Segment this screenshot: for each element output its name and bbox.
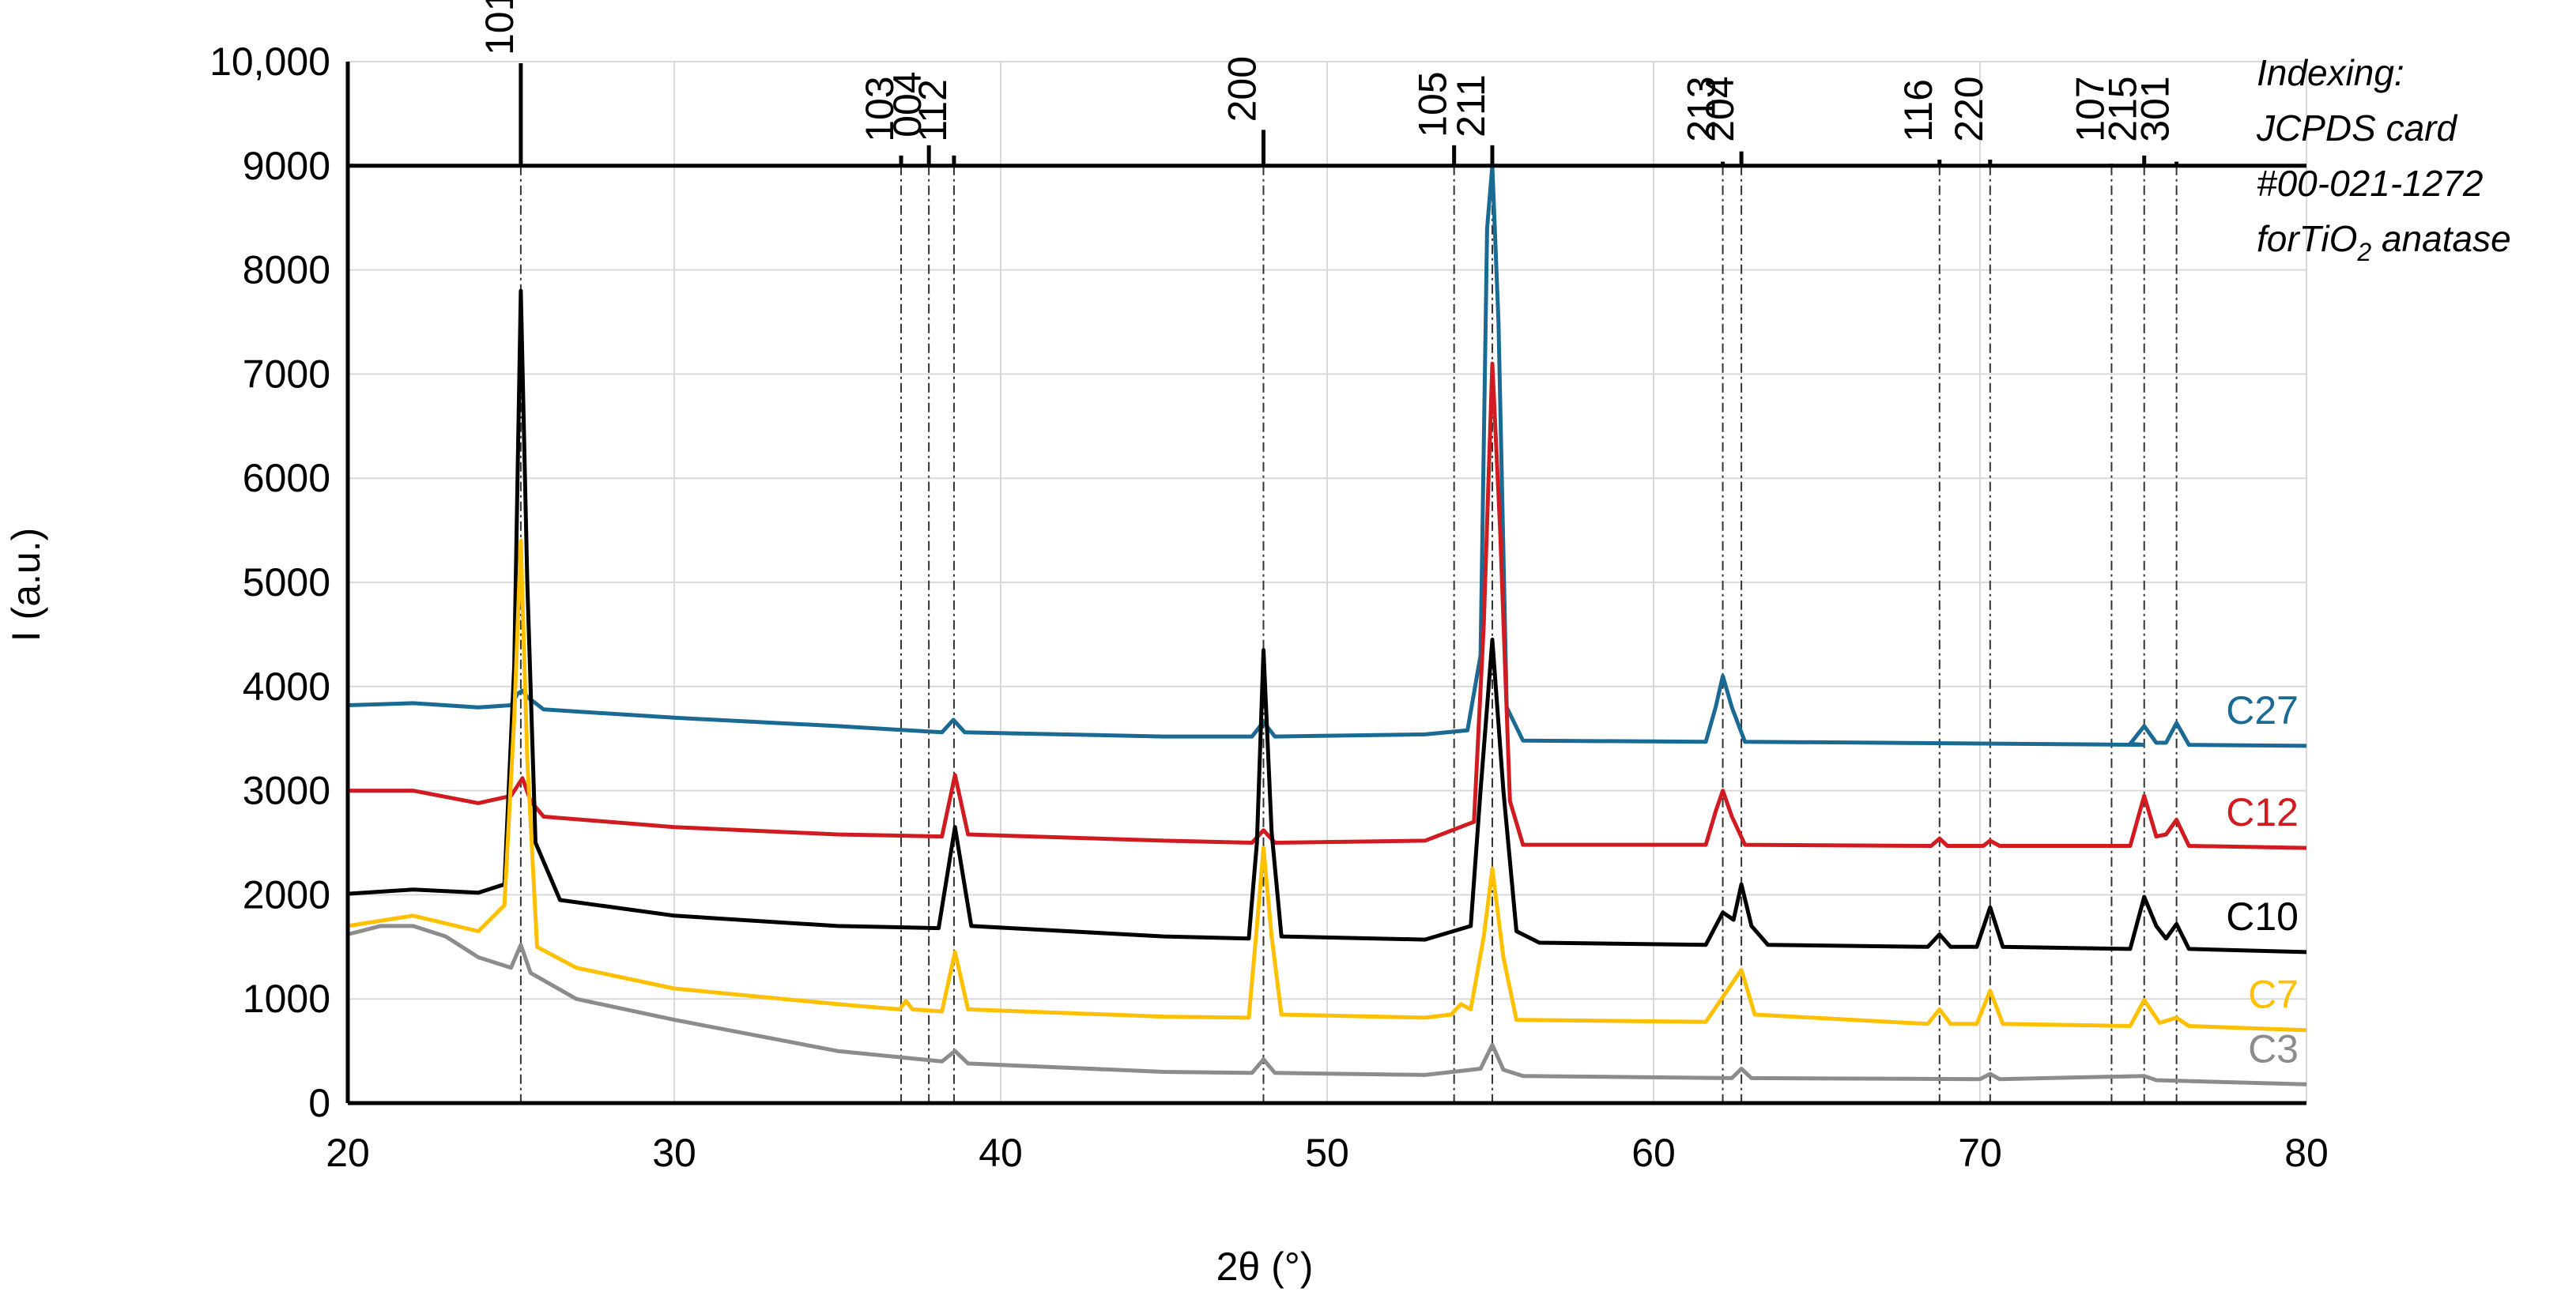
series-label-C27: C27 [2226, 688, 2299, 732]
annotation-line-1: Indexing: [2257, 52, 2404, 93]
y-tick-label-10000: 10,000 [209, 40, 330, 84]
y-tick-label-5000: 5000 [243, 560, 330, 604]
x-tick-label-60: 60 [1631, 1131, 1676, 1175]
x-axis-ticks: 20 30 40 50 60 70 80 [326, 1131, 2329, 1175]
reference-label-211: 211 [1449, 74, 1493, 137]
annotation-line-4-prefix: forTiO [2257, 218, 2357, 259]
y-tick-label-0: 0 [308, 1081, 330, 1125]
reference-label-220: 220 [1947, 76, 1991, 141]
series-label-C7: C7 [2248, 973, 2299, 1017]
x-tick-label-50: 50 [1305, 1131, 1349, 1175]
reference-label-200: 200 [1220, 56, 1264, 122]
annotation-line-4-sub: 2 [2356, 238, 2371, 266]
series-label-C10: C10 [2226, 894, 2299, 939]
reference-label-213: 213 [1680, 76, 1724, 141]
y-axis-title: I (a.u.) [4, 528, 48, 642]
indexing-annotation: Indexing: JCPDS card #00-021-1272 forTiO… [2256, 52, 2511, 266]
series-layer [347, 164, 2307, 1086]
y-tick-label-3000: 3000 [243, 769, 330, 813]
y-tick-label-8000: 8000 [243, 248, 330, 292]
annotation-line-3: #00-021-1272 [2257, 163, 2483, 204]
axes [345, 62, 2306, 1105]
reference-label-004: 004 [885, 71, 930, 137]
reference-label-301: 301 [2133, 76, 2178, 141]
reference-label-103: 103 [858, 76, 902, 141]
x-tick-label-70: 70 [1958, 1131, 2002, 1175]
series-line-C10 [347, 288, 2307, 955]
y-tick-label-7000: 7000 [243, 352, 330, 396]
reference-label-116: 116 [1896, 79, 1940, 142]
y-tick-label-9000: 9000 [243, 144, 330, 188]
y-tick-label-1000: 1000 [243, 977, 330, 1021]
reference-label-101: 101 [477, 0, 522, 55]
series-label-C3: C3 [2248, 1026, 2299, 1071]
x-tick-label-30: 30 [652, 1131, 696, 1175]
series-line-C7 [347, 538, 2307, 1033]
series-line-C3 [347, 924, 2307, 1086]
series-labels: C27 C12 C10 C7 C3 [2226, 688, 2299, 1071]
annotation-line-2: JCPDS card [2256, 107, 2457, 149]
y-tick-label-2000: 2000 [243, 872, 330, 917]
annotation-line-4-suffix: anatase [2371, 218, 2510, 259]
x-axis-title: 2θ (°) [1216, 1245, 1314, 1289]
series-line-C12 [348, 361, 2307, 850]
y-tick-label-4000: 4000 [243, 665, 330, 709]
reference-label-112: 112 [911, 79, 955, 142]
reference-label-215: 215 [2101, 76, 2145, 141]
y-axis-ticks: 0 1000 2000 3000 4000 5000 6000 7000 8000 9000 10,… [209, 40, 330, 1125]
x-tick-label-40: 40 [979, 1131, 1023, 1175]
reference-label-107: 107 [2068, 76, 2112, 141]
reference-label-105: 105 [1411, 71, 1455, 137]
series-label-C12: C12 [2226, 790, 2299, 834]
x-tick-label-20: 20 [326, 1131, 370, 1175]
reference-label-204: 204 [1698, 76, 1742, 141]
gridlines [348, 61, 2307, 1104]
annotation-line-4: forTiO2 anatase [2257, 218, 2511, 266]
reference-guide-lines [519, 165, 2178, 1103]
x-tick-label-80: 80 [2284, 1131, 2329, 1175]
y-tick-label-6000: 6000 [243, 456, 330, 500]
